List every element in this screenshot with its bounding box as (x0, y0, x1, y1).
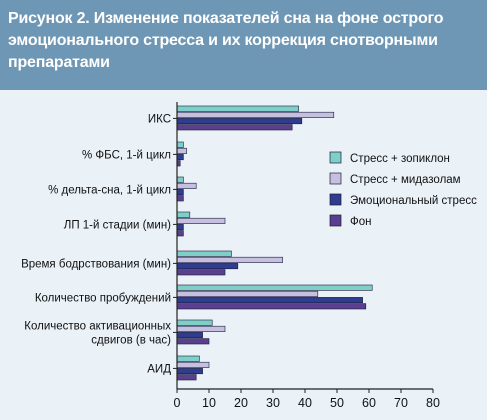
bar (176, 303, 367, 310)
bar (176, 176, 184, 183)
bar (176, 332, 203, 339)
category-label-line: % ФБС, 1-й цикл (82, 149, 171, 161)
category-label: % ФБС, 1-й цикл (82, 149, 171, 161)
legend-swatch (329, 214, 342, 227)
category-label: Количество пробуждений (35, 292, 171, 304)
bar (176, 189, 184, 196)
category-label-line: Количество активационных (24, 320, 171, 332)
bar (176, 355, 200, 362)
bar (176, 325, 226, 332)
bar (176, 118, 303, 125)
bar (176, 224, 184, 231)
bar (176, 269, 226, 276)
bar (176, 297, 363, 304)
bar (176, 111, 335, 118)
figure-title: Рисунок 2. Изменение показателей сна на … (8, 10, 444, 71)
category-label-line: Время бодрствования (мин) (21, 258, 171, 270)
x-tick-label: 0 (174, 396, 181, 410)
legend: Стресс + зопиклон Стресс + мидазолам Эмоци… (329, 151, 477, 228)
figure-title-band: Рисунок 2. Изменение показателей сна на … (0, 0, 487, 90)
plot-background (0, 90, 487, 420)
bar (176, 195, 184, 202)
bar-chart: ИКС % ФБС, 1-й цикл % дельта-сна, 1-й цикл… (21, 102, 477, 410)
bar (176, 319, 213, 326)
legend-label: Стресс + зопиклон (350, 153, 450, 165)
legend-label: Эмоциональный стресс (350, 195, 477, 207)
bar (176, 147, 187, 154)
bar (176, 154, 184, 161)
x-tick-label: 10 (202, 396, 216, 410)
bar (176, 263, 239, 270)
bar (176, 338, 210, 345)
x-tick-label: 20 (234, 396, 248, 410)
x-tick-label: 70 (394, 396, 408, 410)
category-label: ИКС (148, 113, 171, 125)
bar (176, 105, 299, 112)
bar (176, 141, 184, 148)
x-tick-label: 80 (426, 396, 440, 410)
axes: 0 10 20 30 40 50 60 70 80 (173, 102, 440, 410)
category-label-line: сдвигов (в час) (91, 334, 171, 346)
bar (176, 368, 203, 375)
legend-swatch (329, 193, 342, 206)
bar (176, 230, 184, 237)
x-tick-label: 60 (362, 396, 376, 410)
bar (176, 250, 232, 257)
category-label-line: % дельта-сна, 1-й цикл (48, 184, 171, 196)
category-label: Время бодрствования (мин) (21, 258, 171, 270)
legend-swatch (329, 172, 342, 185)
bar (176, 284, 373, 291)
category-label-line: ИКС (148, 113, 171, 125)
category-label: Количество активационных сдвигов (в час) (24, 320, 171, 346)
bar (176, 182, 197, 189)
bar (176, 211, 191, 218)
category-label: ЛП 1-й стадии (мин) (64, 219, 171, 231)
bar (176, 374, 197, 381)
bars-group (176, 105, 373, 381)
legend-swatch (329, 151, 342, 164)
legend-label: Фон (350, 216, 372, 228)
bar (176, 124, 293, 131)
bar (176, 217, 226, 224)
category-label-line: ЛП 1-й стадии (мин) (64, 219, 171, 231)
x-tick-label: 40 (298, 396, 312, 410)
legend-label: Стресс + мидазолам (350, 174, 461, 186)
bar (176, 256, 283, 263)
x-tick-label: 50 (330, 396, 344, 410)
category-label: % дельта-сна, 1-й цикл (48, 184, 171, 196)
bar (176, 290, 319, 297)
x-tick-label: 30 (266, 396, 280, 410)
category-labels: ИКС % ФБС, 1-й цикл % дельта-сна, 1-й цикл… (21, 113, 171, 375)
category-label: АИД (147, 363, 171, 375)
category-label-line: АИД (147, 363, 171, 375)
bar (176, 361, 210, 368)
category-label-line: Количество пробуждений (35, 292, 171, 304)
